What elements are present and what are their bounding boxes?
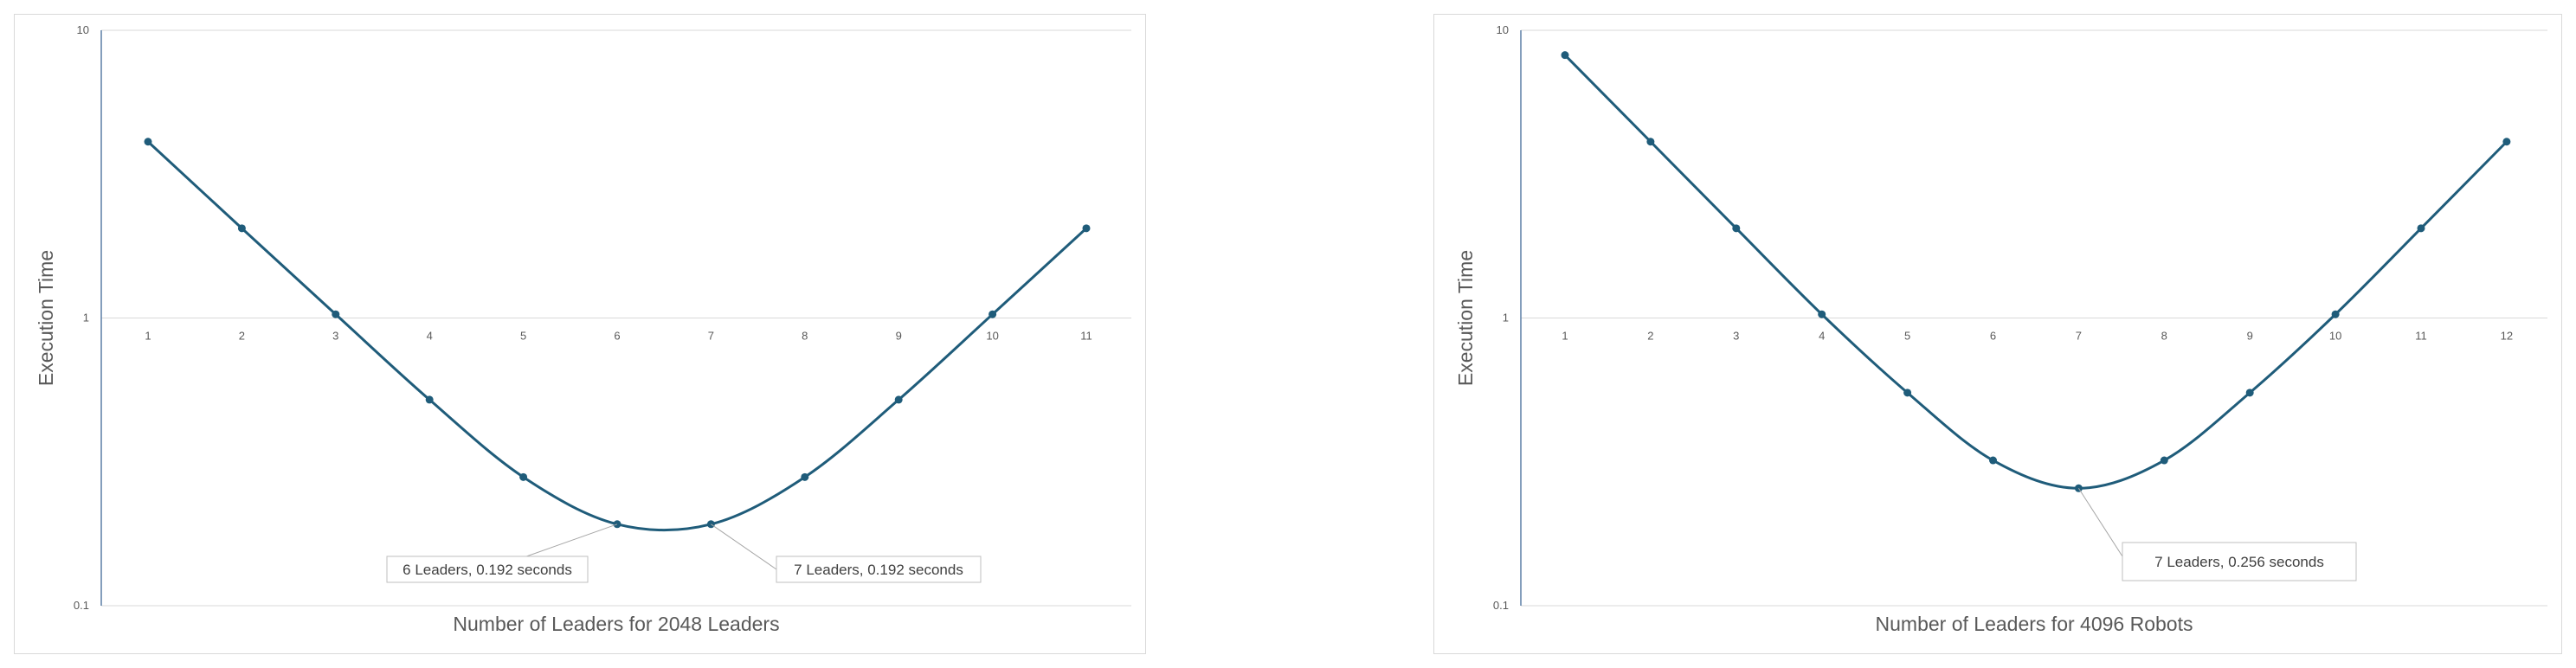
y-tick-label: 10 bbox=[1497, 23, 1509, 36]
x-tick-label: 3 bbox=[1733, 330, 1739, 343]
x-tick-label: 11 bbox=[2415, 330, 2427, 343]
data-point bbox=[2160, 456, 2168, 465]
x-tick-label: 8 bbox=[802, 330, 808, 343]
callout-leader-line bbox=[2077, 487, 2123, 557]
x-tick-label: 2 bbox=[1647, 330, 1653, 343]
x-tick-label: 9 bbox=[896, 330, 902, 343]
x-tick-label: 1 bbox=[145, 330, 151, 343]
data-point bbox=[237, 224, 246, 233]
x-tick-label: 1 bbox=[1562, 330, 1568, 343]
callout-box bbox=[386, 556, 589, 583]
x-tick-label: 6 bbox=[614, 330, 620, 343]
x-tick-label: 4 bbox=[427, 330, 433, 343]
data-point bbox=[1818, 310, 1826, 318]
x-tick-label: 5 bbox=[520, 330, 526, 343]
data-point bbox=[894, 395, 903, 404]
chart-2048-leaders: 10 1 0.1 1 2 3 4 5 6 7 8 9 10 11 Number of Leaders for… bbox=[14, 14, 1146, 654]
data-point bbox=[1561, 51, 1569, 60]
data-point bbox=[2245, 389, 2254, 397]
data-point bbox=[144, 138, 152, 146]
series-line bbox=[1563, 54, 2508, 490]
y-tick-label: 0.1 bbox=[1493, 599, 1509, 612]
callout-leader-line bbox=[711, 523, 777, 570]
x-tick-label: 8 bbox=[2161, 330, 2167, 343]
data-point bbox=[1903, 389, 1912, 397]
x-tick-label: 10 bbox=[986, 330, 998, 343]
data-point bbox=[1646, 138, 1655, 146]
callout-box bbox=[2122, 542, 2357, 581]
x-tick-label: 6 bbox=[1990, 330, 1996, 343]
x-tick-label: 7 bbox=[708, 330, 714, 343]
chart-2048-svg: 10 1 0.1 1 2 3 4 5 6 7 8 9 10 11 Number of Leaders for… bbox=[35, 23, 1131, 635]
x-tick-label: 5 bbox=[1904, 330, 1910, 343]
data-point bbox=[425, 395, 434, 404]
data-point bbox=[1989, 456, 1997, 465]
data-point bbox=[1732, 224, 1741, 233]
data-point bbox=[2331, 310, 2340, 318]
y-tick-label: 0.1 bbox=[74, 599, 89, 612]
data-point bbox=[989, 310, 997, 318]
callout-label: 6 Leaders, 0.192 seconds bbox=[402, 562, 572, 578]
data-point bbox=[2417, 224, 2425, 233]
y-tick-label: 1 bbox=[83, 312, 89, 324]
callout-label: 7 Leaders, 0.256 seconds bbox=[2154, 554, 2324, 570]
callout-label: 7 Leaders, 0.192 seconds bbox=[794, 562, 963, 578]
data-point bbox=[2074, 484, 2083, 492]
x-tick-label: 11 bbox=[1080, 330, 1092, 343]
x-tick-label: 3 bbox=[332, 330, 338, 343]
x-axis-title: Number of Leaders for 4096 Robots bbox=[1876, 613, 2193, 635]
data-point bbox=[332, 310, 340, 318]
y-tick-label: 10 bbox=[77, 23, 89, 36]
chart-4096-robots: 10 1 0.1 1 2 3 4 5 6 7 8 9 10 11 12 Number of Leaders f… bbox=[1433, 14, 2562, 654]
x-axis-title: Number of Leaders for 2048 Leaders bbox=[453, 613, 779, 635]
x-tick-label: 2 bbox=[239, 330, 245, 343]
y-tick-label: 1 bbox=[1503, 312, 1509, 324]
data-point bbox=[801, 472, 809, 481]
x-tick-label: 12 bbox=[2501, 330, 2513, 343]
x-tick-label: 10 bbox=[2329, 330, 2341, 343]
data-point bbox=[519, 472, 528, 481]
x-tick-label: 7 bbox=[2076, 330, 2082, 343]
x-tick-label: 4 bbox=[1819, 330, 1825, 343]
data-point bbox=[2502, 138, 2511, 146]
data-point bbox=[1082, 224, 1091, 233]
x-tick-label: 9 bbox=[2247, 330, 2253, 343]
y-axis-title: Execution Time bbox=[1454, 250, 1477, 386]
callout-box bbox=[776, 556, 982, 583]
y-axis-title: Execution Time bbox=[35, 250, 57, 386]
